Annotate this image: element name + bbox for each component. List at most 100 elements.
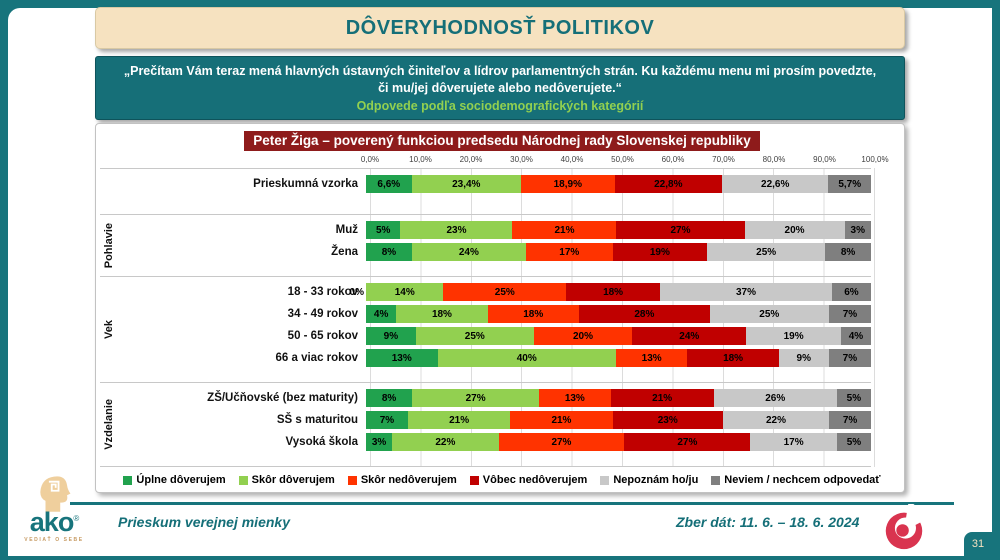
bar-segment: 18,9% — [520, 175, 615, 193]
bar-segment: 18% — [396, 305, 488, 323]
table-row: Prieskumná vzorka 6,6% 23,4% 18,9% 22,8% 22,6… — [118, 173, 871, 195]
bar-segment: 5,7% — [828, 175, 871, 193]
bar-value-label: 8% — [381, 246, 397, 258]
stacked-bar: 0% 14% 25% 18% 37% 6% — [350, 283, 871, 301]
stacked-bar: 7% 21% 21% 23% 22% 7% — [366, 411, 872, 429]
bar-segment: 40% — [437, 349, 616, 367]
bar-value-label: 7% — [842, 352, 858, 364]
bar-segment: 22% — [392, 433, 499, 451]
bar-value-label: 23% — [657, 414, 678, 426]
bar-segment: 27% — [624, 433, 751, 451]
bar-segment: 21% — [510, 411, 613, 429]
bar-value-label: 22% — [435, 436, 456, 448]
x-tick-label: 100,0% — [861, 155, 889, 164]
footer-right-text: Zber dát: 11. 6. – 18. 6. 2024 — [676, 514, 860, 530]
group-rows: Muž 5% 23% 21% 27% 20% 3% Žena 8% 24% 17% 19% 25% 8% — [118, 215, 872, 276]
bar-value-label: 6% — [844, 286, 859, 298]
stacked-bar: 13% 40% 13% 18% 9% 7% — [366, 349, 871, 367]
bar-segment: 7% — [828, 305, 871, 323]
stacked-bar: 8% 27% 13% 21% 26% 5% — [366, 389, 871, 407]
bar-segment: 18% — [566, 283, 661, 301]
survey-question-text: „Prečítam Vám teraz mená hlavných ústavn… — [123, 64, 877, 95]
x-tick-label: 80,0% — [762, 155, 786, 164]
legend-label: Neviem / nechcem odpovedať — [724, 474, 881, 486]
bar-value-label: 18% — [523, 308, 544, 320]
bar-value-label: 25% — [464, 330, 485, 342]
bar-segment: 28% — [578, 305, 710, 323]
group-label-cell — [100, 169, 118, 214]
bar-value-label: 27% — [465, 392, 486, 404]
legend-label: Skôr nedôverujem — [360, 474, 457, 486]
bar-value-label: 27% — [677, 436, 698, 448]
chart-groups: Prieskumná vzorka 6,6% 23,4% 18,9% 22,8% 22,6… — [100, 168, 872, 467]
bar-segment: 22% — [722, 411, 830, 429]
bar-value-label: 20% — [573, 330, 594, 342]
bar-value-label: 13% — [641, 352, 662, 364]
bar-value-label: 5% — [846, 392, 862, 404]
bar-value-label: 5% — [846, 436, 862, 448]
legend-swatch-icon — [123, 475, 133, 485]
table-row: SŠ s maturitou 7% 21% 21% 23% 22% 7% — [118, 409, 872, 431]
bar-value-label: 18% — [603, 286, 624, 298]
bar-value-label: 8% — [840, 246, 856, 258]
legend-item: Nepoznám ho/ju — [600, 474, 698, 486]
bar-segment: 9% — [778, 349, 829, 367]
bar-value-label: 22% — [765, 414, 786, 426]
bar-value-label: 18,9% — [553, 178, 582, 190]
row-label: Prieskumná vzorka — [253, 178, 358, 190]
bar-value-label: 20% — [784, 224, 805, 236]
row-label: SŠ s maturitou — [276, 414, 358, 426]
category-group: Prieskumná vzorka 6,6% 23,4% 18,9% 22,8% 22,6… — [100, 168, 871, 214]
bar-segment: 20% — [744, 221, 845, 239]
x-tick-label: 20,0% — [459, 155, 483, 164]
bar-segment: 4% — [366, 305, 397, 323]
legend-swatch-icon — [469, 475, 479, 485]
bar-segment: 27% — [412, 389, 540, 407]
legend-label: Úplne dôverujem — [136, 474, 226, 486]
bar-segment: 25% — [443, 283, 567, 301]
bar-value-label: 5,7% — [838, 178, 862, 190]
bar-value-label: 8% — [381, 392, 397, 404]
legend-swatch-icon — [711, 475, 721, 485]
bar-segment: 8% — [825, 243, 872, 261]
bar-value-label: 25% — [759, 308, 780, 320]
group-label-cell: Vzdelanie — [100, 383, 118, 466]
footer-left-text: Prieskum verejnej mienky — [118, 514, 290, 530]
bar-segment: 5% — [836, 433, 872, 451]
x-tick-label: 10,0% — [409, 155, 432, 164]
bar-value-label: 19% — [649, 246, 670, 258]
bar-value-label: 25% — [494, 286, 515, 298]
ako-logo-text: ako® — [29, 507, 79, 537]
bar-value-label: 6,6% — [377, 178, 401, 190]
bar-segment: 19% — [746, 327, 841, 345]
bar-value-label: 13% — [564, 392, 585, 404]
bar-segment: 8% — [366, 243, 412, 261]
x-tick-label: 0,0% — [360, 155, 380, 164]
bar-segment: 37% — [660, 283, 832, 301]
table-row: Vysoká škola 3% 22% 27% 27% 17% 5% — [118, 431, 872, 453]
group-label: Vek — [103, 320, 115, 339]
slide-content: DÔVERYHODNOSŤ POLITIKOV „Prečítam Vám te… — [8, 7, 992, 556]
bar-value-label: 21% — [554, 224, 575, 236]
x-tick-label: 30,0% — [510, 155, 533, 164]
bar-segment: 5% — [366, 221, 401, 239]
group-rows: Prieskumná vzorka 6,6% 23,4% 18,9% 22,8% 22,6… — [118, 169, 871, 214]
row-label: Žena — [331, 246, 358, 258]
bar-segment: 18% — [687, 349, 779, 367]
stacked-bar: 4% 18% 18% 28% 25% 7% — [366, 305, 871, 323]
bar-segment: 23,4% — [411, 175, 521, 193]
table-row: Muž 5% 23% 21% 27% 20% 3% — [118, 219, 871, 241]
bar-segment: 13% — [366, 349, 438, 367]
bar-segment: 4% — [840, 327, 872, 345]
bar-value-label: 37% — [735, 286, 756, 298]
bar-value-label: 21% — [449, 414, 470, 426]
bar-value-label: 19% — [783, 330, 804, 342]
bar-value-label: 21% — [551, 414, 572, 426]
row-label: 34 - 49 rokov — [287, 308, 358, 320]
legend-label: Nepoznám ho/ju — [613, 474, 699, 486]
stacked-bar: 8% 24% 17% 19% 25% 8% — [366, 243, 872, 261]
table-row: 50 - 65 rokov 9% 25% 20% 24% 19% 4% — [118, 325, 872, 347]
row-label: Muž — [335, 224, 358, 236]
bar-segment: 7% — [366, 411, 408, 429]
